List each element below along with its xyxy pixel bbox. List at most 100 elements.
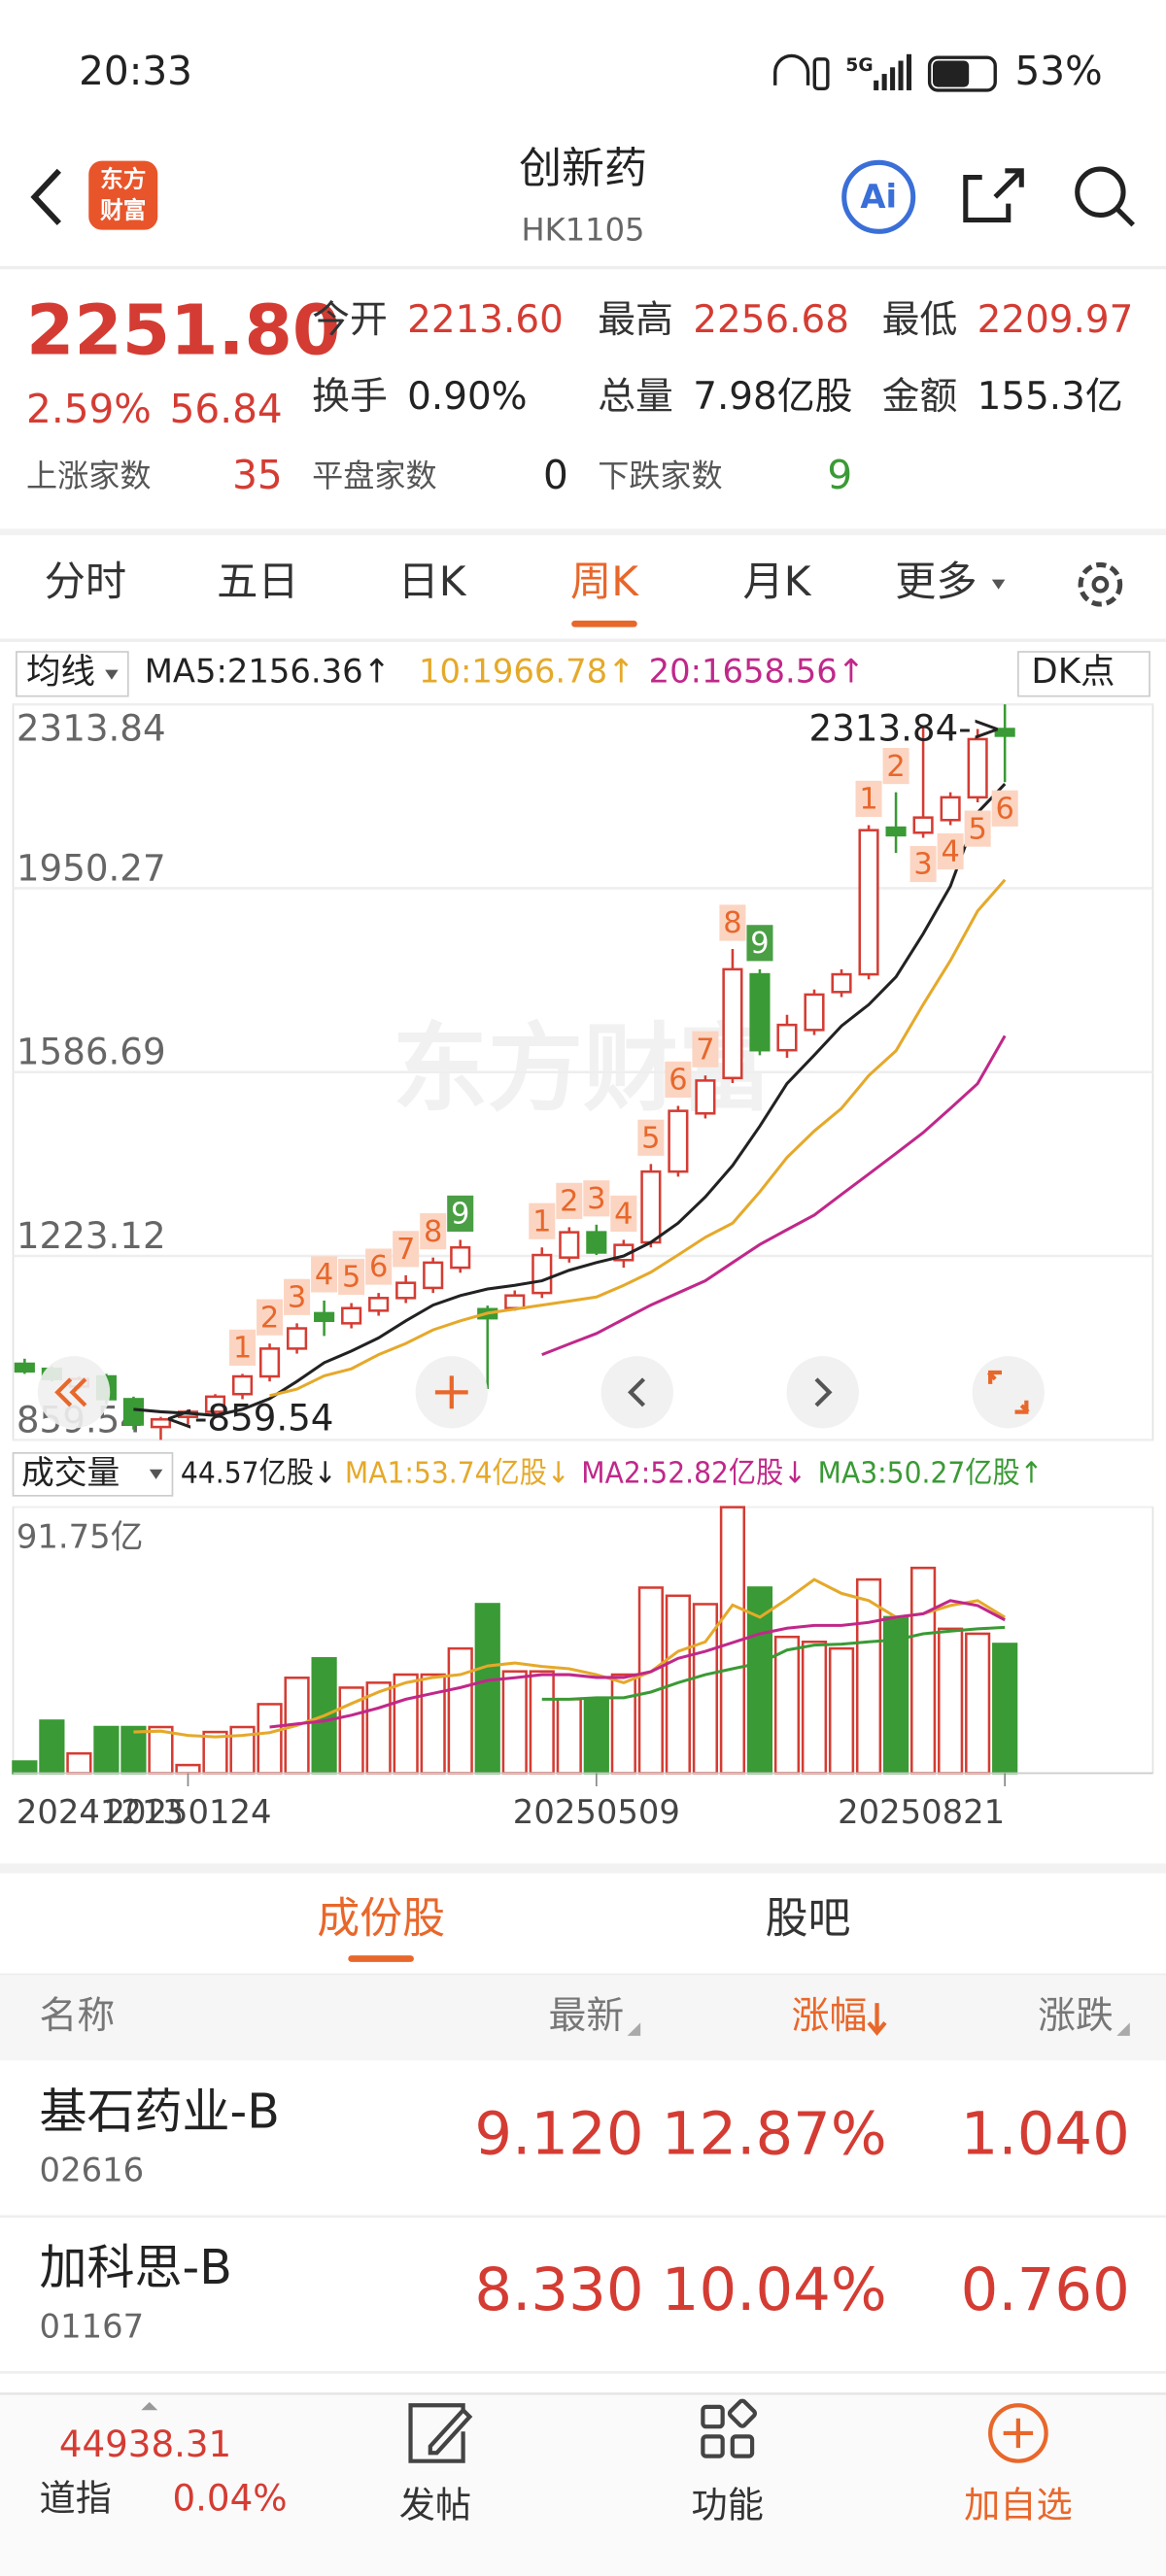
- candle-body: [940, 796, 961, 822]
- battery-icon: [927, 55, 997, 92]
- candle-body: [287, 1327, 308, 1350]
- column-header[interactable]: 涨跌: [1038, 1994, 1114, 2038]
- td-label: 9: [750, 927, 769, 961]
- candle-body: [912, 816, 934, 834]
- volume-menu[interactable]: [12, 1452, 174, 1497]
- td-label: 1: [859, 783, 877, 817]
- td-label: 5: [641, 1121, 660, 1155]
- td-badge: [420, 1213, 447, 1250]
- td-badge: [991, 790, 1018, 827]
- volume-bar: [257, 1703, 283, 1775]
- chart-control-icon: [814, 1377, 833, 1407]
- td-badge: [284, 1278, 311, 1315]
- add-watch-icon[interactable]: [988, 2403, 1048, 2463]
- volume-bar: [610, 1673, 636, 1775]
- ma-line: [133, 1577, 1006, 1739]
- x-tick-label: 20241213: [17, 1793, 184, 1831]
- period-tab[interactable]: 月K: [742, 558, 811, 605]
- period-tab[interactable]: 周K: [570, 558, 639, 605]
- td-badge: [665, 1061, 692, 1099]
- volume-bar: [93, 1725, 120, 1775]
- stat-label: 总量: [598, 375, 673, 419]
- y-tick-label: 1586.69: [17, 1031, 166, 1073]
- chart-control[interactable]: [600, 1356, 673, 1429]
- candle-body: [532, 1253, 553, 1295]
- y-tick-label: 91.75亿: [17, 1517, 144, 1555]
- chart-control[interactable]: [972, 1356, 1045, 1429]
- candle-body: [14, 1362, 35, 1373]
- td-label: 6: [669, 1064, 687, 1098]
- candle-body: [967, 737, 988, 799]
- column-header[interactable]: 最新: [549, 1994, 625, 2038]
- td-badge: [556, 1182, 583, 1219]
- period-tab[interactable]: 分时: [45, 558, 126, 605]
- bottom-action[interactable]: 功能: [692, 2484, 764, 2526]
- list-tab[interactable]: 股吧: [766, 1894, 851, 1944]
- bottom-action[interactable]: 加自选: [964, 2484, 1073, 2526]
- breadth-label: 上涨家数: [26, 458, 151, 494]
- volume-bar: [855, 1577, 882, 1775]
- candle-body: [858, 829, 879, 976]
- table-header-bg: [0, 1975, 1166, 2061]
- period-tab[interactable]: 日K: [398, 558, 467, 605]
- overlay-button[interactable]: [1017, 651, 1150, 697]
- expand-arrow[interactable]: [141, 2401, 158, 2411]
- volume-bar: [120, 1725, 147, 1775]
- period-tab[interactable]: 五日: [217, 558, 298, 605]
- column-header[interactable]: 涨幅: [792, 1994, 868, 2038]
- chart-control[interactable]: [786, 1356, 859, 1429]
- cell-value: 12.87%: [662, 2100, 887, 2168]
- stat-label: 换手: [312, 375, 388, 419]
- candle-body: [885, 826, 907, 837]
- cell-value: 0.760: [961, 2256, 1130, 2324]
- vibrate-icon: [812, 57, 830, 90]
- volume-bar: [12, 1760, 38, 1775]
- change: 56.84: [170, 386, 283, 432]
- td-label: 3: [288, 1280, 306, 1314]
- post-icon[interactable]: [408, 2403, 473, 2463]
- td-label: 5: [968, 812, 986, 846]
- settings-center: [1091, 575, 1110, 593]
- candle-body: [668, 1109, 689, 1173]
- td-badge: [855, 780, 882, 818]
- ai-button[interactable]: [841, 159, 916, 234]
- volume-bar: [909, 1566, 937, 1775]
- td-badge: [637, 1119, 665, 1156]
- volume-bar: [583, 1698, 609, 1775]
- volume-menu-label[interactable]: 成交量: [21, 1453, 120, 1491]
- stat-label: 最高: [598, 298, 673, 342]
- function-icon[interactable]: [701, 2398, 757, 2458]
- candle-body: [504, 1294, 526, 1309]
- candle-body: [640, 1169, 662, 1244]
- candle-body: [695, 1079, 716, 1115]
- share-button[interactable]: [963, 168, 1024, 223]
- volume-bar: [447, 1646, 473, 1775]
- x-tick-label: 20250509: [513, 1793, 680, 1831]
- list-tab[interactable]: 成份股: [317, 1894, 445, 1944]
- legend-entry: 10:1966.78↑: [419, 653, 634, 691]
- back-button[interactable]: [30, 168, 62, 225]
- indicator-menu-label[interactable]: 均线: [26, 652, 95, 692]
- candle-body: [722, 967, 743, 1080]
- dropdown-arrow: [149, 1469, 163, 1479]
- td-badge: [257, 1299, 284, 1336]
- td-badge: [692, 1031, 719, 1068]
- bottom-action[interactable]: 发帖: [399, 2484, 471, 2526]
- td-label: 4: [941, 835, 959, 869]
- td-label: 1: [532, 1204, 551, 1238]
- search-handle: [1115, 206, 1135, 227]
- bottom-bar: [0, 2393, 1166, 2576]
- period-tab[interactable]: 更多: [895, 558, 977, 605]
- overlay-label[interactable]: DK点: [1031, 652, 1115, 692]
- search-button[interactable]: [1075, 166, 1126, 218]
- td-badge: [529, 1203, 556, 1239]
- settings-button[interactable]: [1078, 561, 1123, 607]
- volume-bar: [501, 1670, 528, 1775]
- stock-name: 加科思-B: [40, 2240, 232, 2295]
- candle-body: [450, 1245, 471, 1270]
- td-badge: [338, 1258, 365, 1296]
- td-label: 6: [369, 1250, 388, 1284]
- cell-value: 8.330: [474, 2256, 643, 2324]
- index-change: 0.04%: [172, 2477, 287, 2520]
- td-badge: [746, 925, 773, 962]
